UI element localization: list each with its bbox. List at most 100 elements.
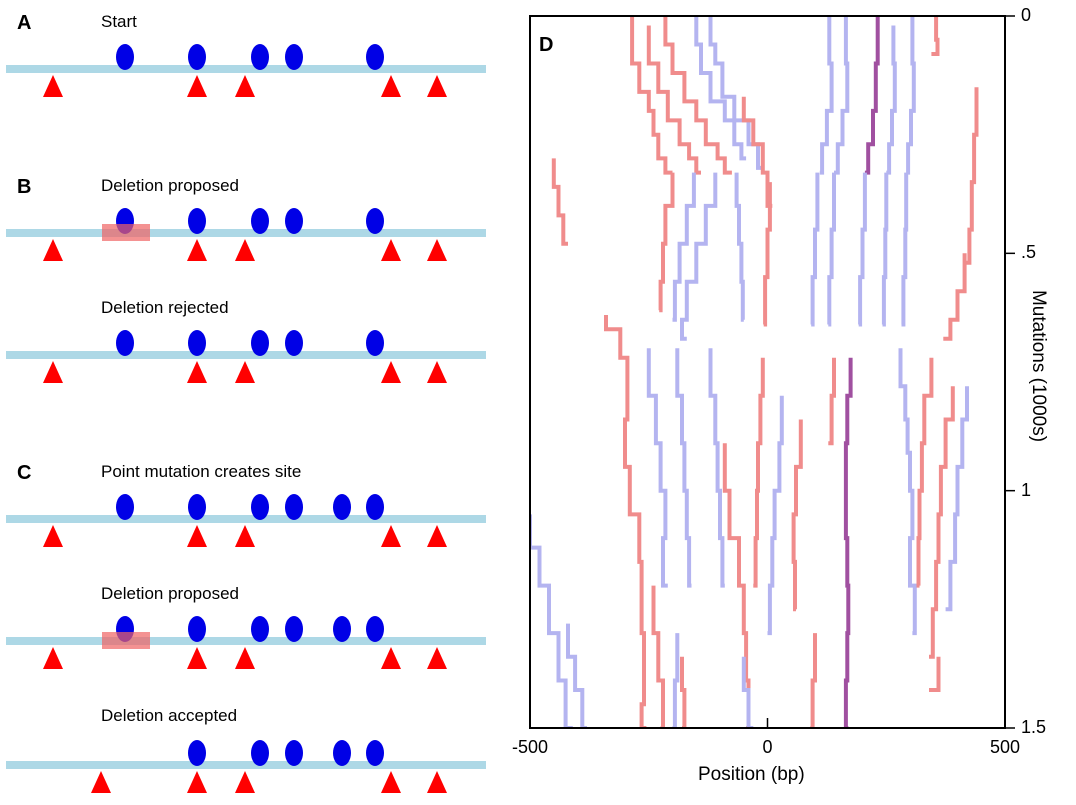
trace-blue: [680, 172, 718, 341]
trace-blue: [672, 172, 696, 322]
binding-site-triangle: [43, 239, 63, 261]
binding-site-triangle: [235, 647, 255, 669]
row-title: Deletion rejected: [101, 298, 229, 317]
binding-site-triangle: [381, 771, 401, 793]
trace-blue: [945, 386, 969, 612]
trace-blue: [901, 172, 909, 327]
trace-red: [753, 357, 765, 588]
trace-blue: [708, 348, 725, 588]
trace-blue: [675, 348, 692, 588]
trace-purple: [864, 16, 880, 175]
binding-site-triangle: [235, 361, 255, 383]
trace-red: [630, 16, 673, 175]
trace-red: [966, 87, 979, 265]
protein-oval: [116, 330, 134, 356]
binding-site-triangle: [43, 647, 63, 669]
dna-strand: [6, 515, 486, 523]
traces: [530, 16, 979, 728]
binding-site-triangle: [427, 75, 447, 97]
protein-oval: [251, 616, 269, 642]
binding-site-triangle: [427, 239, 447, 261]
binding-site-triangle: [381, 525, 401, 547]
protein-oval: [188, 494, 206, 520]
trace-blue: [672, 633, 680, 728]
binding-site-triangle: [187, 239, 207, 261]
trace-red: [658, 172, 675, 313]
trace-red: [916, 357, 934, 588]
deletion-box: [102, 632, 150, 649]
protein-oval: [366, 616, 384, 642]
dna-strand: [6, 637, 486, 645]
binding-site-triangle: [235, 239, 255, 261]
binding-site-triangle: [381, 75, 401, 97]
dna-row: [6, 494, 486, 547]
protein-oval: [333, 616, 351, 642]
dna-row: [6, 44, 486, 97]
trace-red: [604, 315, 647, 728]
trace-red: [646, 25, 701, 175]
protein-oval: [188, 616, 206, 642]
protein-oval: [285, 330, 303, 356]
panel-label: A: [17, 12, 32, 34]
row-title: Deletion proposed: [101, 584, 239, 603]
trace-blue: [886, 25, 897, 175]
trace-blue: [530, 514, 573, 728]
panel-label-d: D: [539, 34, 554, 56]
trace-blue: [694, 16, 747, 161]
trace-red: [931, 16, 940, 56]
binding-site-triangle: [427, 361, 447, 383]
trace-red: [810, 633, 817, 728]
panel-label: B: [17, 176, 32, 198]
trace-red: [741, 96, 773, 208]
protein-oval: [366, 740, 384, 766]
trace-red: [943, 253, 967, 341]
binding-site-triangle: [235, 75, 255, 97]
x-tick-label: 0: [762, 737, 773, 757]
dna-row: [6, 208, 486, 261]
binding-site-triangle: [187, 647, 207, 669]
protein-oval: [188, 330, 206, 356]
x-tick-label: 500: [989, 737, 1021, 757]
trace-blue: [881, 172, 889, 327]
row-title: Start: [101, 12, 137, 31]
protein-oval: [366, 208, 384, 234]
trace-blue: [906, 16, 916, 175]
trace-blue: [741, 656, 754, 728]
binding-site-triangle: [381, 239, 401, 261]
binding-site-triangle: [43, 75, 63, 97]
trace-red: [929, 386, 955, 659]
dna-strand: [6, 351, 486, 359]
binding-site-triangle: [381, 361, 401, 383]
binding-site-triangle: [235, 525, 255, 547]
dna-row: [6, 330, 486, 383]
binding-site-triangle: [43, 525, 63, 547]
trace-blue: [827, 172, 836, 327]
dna-strand: [6, 65, 486, 73]
trace-red: [651, 585, 665, 728]
protein-oval: [285, 494, 303, 520]
protein-oval: [116, 494, 134, 520]
protein-oval: [251, 208, 269, 234]
binding-site-triangle: [427, 525, 447, 547]
trace-red: [828, 357, 836, 446]
trace-blue: [767, 395, 784, 636]
protein-oval: [333, 740, 351, 766]
trace-red: [722, 443, 751, 728]
trace-blue: [566, 623, 587, 728]
x-axis-title: Position (bp): [698, 764, 805, 785]
binding-site-triangle: [91, 771, 111, 793]
protein-oval: [333, 494, 351, 520]
dna-strand: [6, 229, 486, 237]
protein-oval: [251, 330, 269, 356]
trace-red: [763, 182, 772, 327]
protein-oval: [366, 44, 384, 70]
protein-oval: [188, 208, 206, 234]
y-tick-label: 1: [1021, 479, 1032, 500]
binding-site-triangle: [187, 525, 207, 547]
trace-blue: [819, 16, 834, 175]
dna-row: [6, 740, 486, 793]
y-axis-title: Mutations (1000s): [1028, 289, 1050, 443]
binding-site-triangle: [427, 771, 447, 793]
